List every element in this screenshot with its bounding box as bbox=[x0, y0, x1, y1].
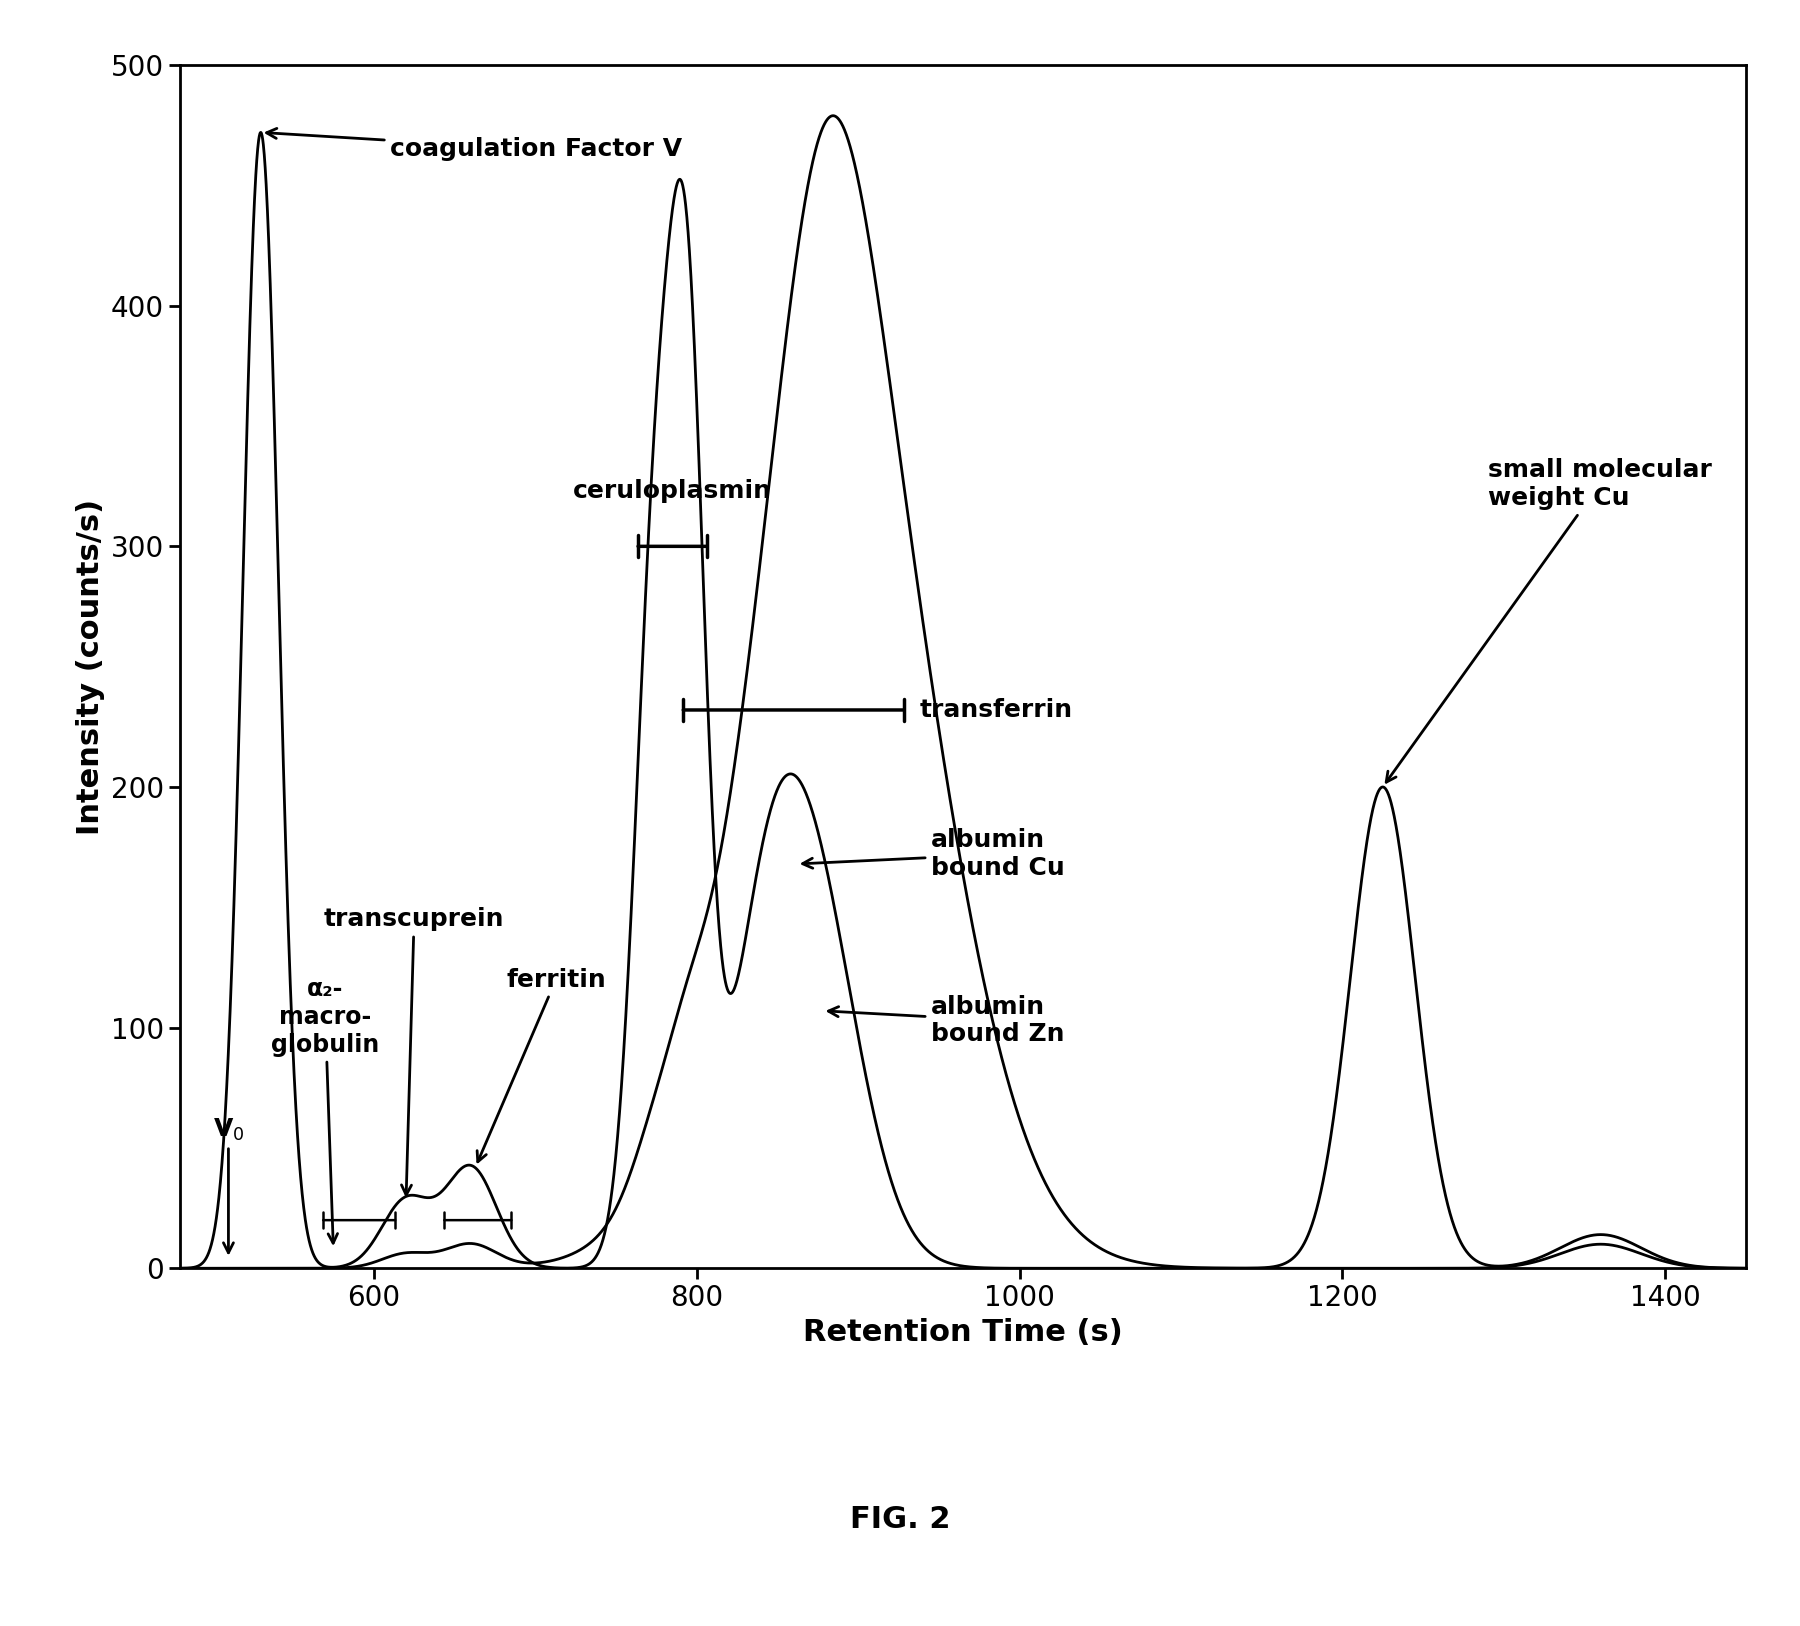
Text: FIG. 2: FIG. 2 bbox=[850, 1506, 950, 1535]
Y-axis label: Intensity (counts/s): Intensity (counts/s) bbox=[76, 499, 104, 834]
Text: V$_0$: V$_0$ bbox=[212, 1117, 245, 1252]
Text: α₂-
macro-
globulin: α₂- macro- globulin bbox=[272, 977, 380, 1244]
Text: ceruloplasmin: ceruloplasmin bbox=[572, 480, 772, 502]
Text: transcuprein: transcuprein bbox=[324, 907, 504, 1195]
Text: small molecular
weight Cu: small molecular weight Cu bbox=[1386, 459, 1712, 782]
Text: ferritin: ferritin bbox=[477, 967, 607, 1163]
Text: albumin
bound Zn: albumin bound Zn bbox=[828, 995, 1064, 1046]
Text: coagulation Factor V: coagulation Factor V bbox=[266, 128, 682, 161]
X-axis label: Retention Time (s): Retention Time (s) bbox=[803, 1317, 1123, 1346]
Text: transferrin: transferrin bbox=[920, 698, 1073, 722]
Text: albumin
bound Cu: albumin bound Cu bbox=[803, 829, 1064, 880]
